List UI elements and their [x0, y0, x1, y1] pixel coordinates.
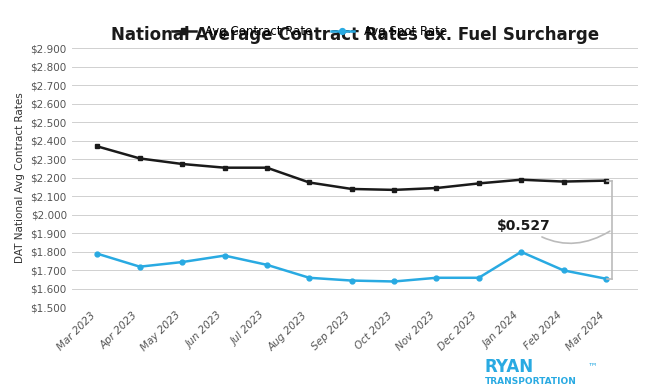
- Y-axis label: DAT National Avg Contract Rates: DAT National Avg Contract Rates: [15, 93, 25, 263]
- Avg Contract Rate: [560, 179, 567, 184]
- Legend: Avg Contract Rate, Avg Spot Rate: Avg Contract Rate, Avg Spot Rate: [168, 20, 451, 43]
- Avg Spot Rate: [306, 276, 313, 280]
- Avg Spot Rate: [517, 250, 525, 254]
- Avg Contract Rate: [602, 178, 610, 183]
- Avg Contract Rate: [263, 165, 271, 170]
- Text: TRANSPORTATION: TRANSPORTATION: [485, 377, 577, 386]
- Avg Contract Rate: [306, 180, 313, 185]
- Avg Contract Rate: [178, 162, 186, 166]
- Avg Spot Rate: [263, 263, 271, 267]
- Avg Contract Rate: [93, 144, 101, 149]
- Text: DAT: DAT: [58, 365, 99, 382]
- Avg Spot Rate: [221, 253, 229, 258]
- Avg Contract Rate: [136, 156, 144, 161]
- Line: Avg Spot Rate: Avg Spot Rate: [95, 249, 609, 284]
- Avg Contract Rate: [221, 165, 229, 170]
- Avg Spot Rate: [93, 251, 101, 256]
- Avg Spot Rate: [560, 268, 567, 273]
- Avg Spot Rate: [136, 264, 144, 269]
- Avg Spot Rate: [432, 276, 440, 280]
- Avg Contract Rate: [475, 181, 483, 186]
- Avg Spot Rate: [178, 260, 186, 265]
- Avg Contract Rate: [517, 177, 525, 182]
- Text: $0.527: $0.527: [497, 219, 610, 243]
- Text: ™: ™: [588, 361, 597, 371]
- Avg Contract Rate: [348, 187, 356, 191]
- Line: Avg Contract Rate: Avg Contract Rate: [95, 144, 609, 192]
- Avg Spot Rate: [348, 278, 356, 283]
- Avg Spot Rate: [602, 276, 610, 281]
- Title: National Average Contract Rates ex. Fuel Surcharge: National Average Contract Rates ex. Fuel…: [111, 26, 599, 44]
- Avg Spot Rate: [390, 279, 398, 284]
- Avg Contract Rate: [432, 186, 440, 191]
- Avg Spot Rate: [475, 276, 483, 280]
- Avg Contract Rate: [390, 187, 398, 192]
- Text: RYAN: RYAN: [485, 358, 534, 376]
